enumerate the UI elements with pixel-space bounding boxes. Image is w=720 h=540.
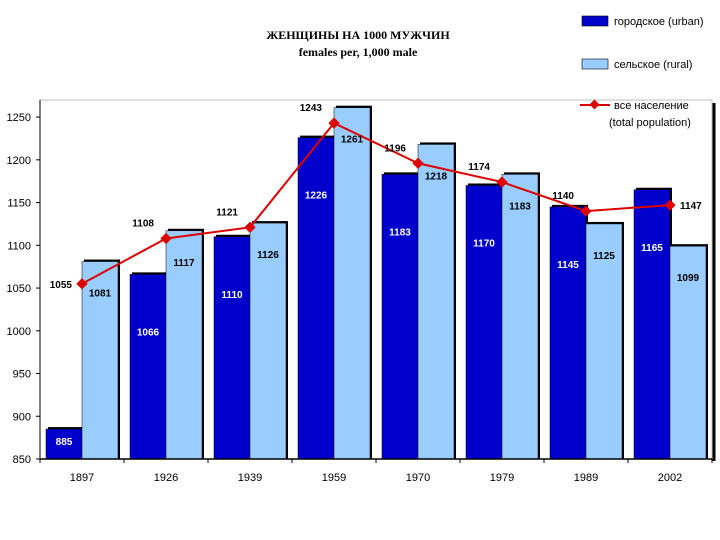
data-label-total: 1121 <box>216 207 238 218</box>
point-total <box>496 176 508 188</box>
legend-swatch-urban <box>581 15 609 27</box>
x-tick-label: 1939 <box>238 472 262 484</box>
data-label-rural: 1183 <box>509 201 531 212</box>
legend-label-total-ru: все население <box>614 100 689 112</box>
y-tick-label: 1150 <box>7 198 31 210</box>
bar-rural <box>669 245 707 460</box>
data-label-rural: 1117 <box>173 258 195 269</box>
bar-urban <box>549 206 587 460</box>
x-tick-label: 2002 <box>658 472 682 484</box>
legend-swatch-rural <box>581 58 609 70</box>
legend-label-rural: сельское (rural) <box>614 59 692 71</box>
y-tick-label: 1000 <box>7 326 31 338</box>
data-label-urban: 1226 <box>305 191 328 202</box>
x-tick-label: 1897 <box>70 472 94 484</box>
bar-urban <box>465 185 503 460</box>
y-tick-label: 1100 <box>7 240 31 252</box>
x-tick-label: 1989 <box>574 472 598 484</box>
point-total <box>244 221 256 234</box>
bar-urban <box>129 274 167 460</box>
data-label-urban: 1165 <box>641 243 663 254</box>
legend-label-total-en: (total population) <box>609 117 691 129</box>
y-tick-label: 950 <box>13 369 31 381</box>
data-label-rural: 1125 <box>593 251 615 262</box>
data-label-total: 1196 <box>384 143 406 154</box>
data-label-total: 1140 <box>552 191 574 202</box>
data-label-total: 1108 <box>132 218 154 229</box>
point-total <box>412 157 424 169</box>
data-label-rural: 1099 <box>677 273 700 284</box>
data-label-rural: 1126 <box>257 250 279 261</box>
y-tick-label: 1250 <box>7 112 31 124</box>
data-label-rural: 1218 <box>425 171 448 182</box>
x-tick-label: 1959 <box>322 472 346 484</box>
data-label-urban: 1183 <box>389 227 411 238</box>
bar-urban <box>45 428 83 460</box>
bar-urban <box>297 137 335 460</box>
legend-marker-total <box>589 99 600 110</box>
bar-rural <box>585 223 623 460</box>
y-tick-label: 850 <box>13 454 31 466</box>
chart-subtitle: females per, 1,000 male <box>299 45 418 59</box>
series-line-total <box>81 121 671 285</box>
bar-rural <box>81 261 119 460</box>
data-label-total: 1243 <box>300 103 323 114</box>
data-label-urban: 1110 <box>221 290 243 301</box>
data-label-total: 1174 <box>468 162 490 173</box>
y-tick-label: 900 <box>13 411 31 423</box>
bar-rural <box>501 174 539 460</box>
x-tick-label: 1979 <box>490 472 514 484</box>
point-total <box>580 205 592 217</box>
data-label-urban: 1170 <box>473 238 495 249</box>
data-label-urban: 1066 <box>137 327 160 338</box>
data-label-total: 1055 <box>50 280 73 291</box>
data-label-total: 1147 <box>680 201 702 212</box>
bar-rural <box>417 144 455 460</box>
y-tick-label: 1200 <box>7 155 31 167</box>
data-label-rural: 1261 <box>341 135 364 146</box>
bar-rural <box>249 222 287 460</box>
x-tick-label: 1926 <box>154 472 178 484</box>
data-label-urban: 885 <box>56 437 73 448</box>
point-total <box>664 199 676 211</box>
y-tick-label: 1050 <box>7 283 31 295</box>
data-label-urban: 1145 <box>557 260 579 271</box>
chart-title: ЖЕНЩИНЫ НА 1000 МУЖЧИН <box>266 28 450 42</box>
point-total <box>160 232 172 245</box>
x-tick-label: 1970 <box>406 472 430 484</box>
data-label-rural: 1081 <box>89 289 112 300</box>
bar-urban <box>213 236 251 460</box>
legend-label-urban: городское (urban) <box>614 16 704 28</box>
bar-urban <box>381 174 419 460</box>
bar-urban <box>633 189 671 460</box>
bar-rural <box>333 107 371 460</box>
legend: городское (urban) сельское (rural) все н… <box>580 15 704 129</box>
